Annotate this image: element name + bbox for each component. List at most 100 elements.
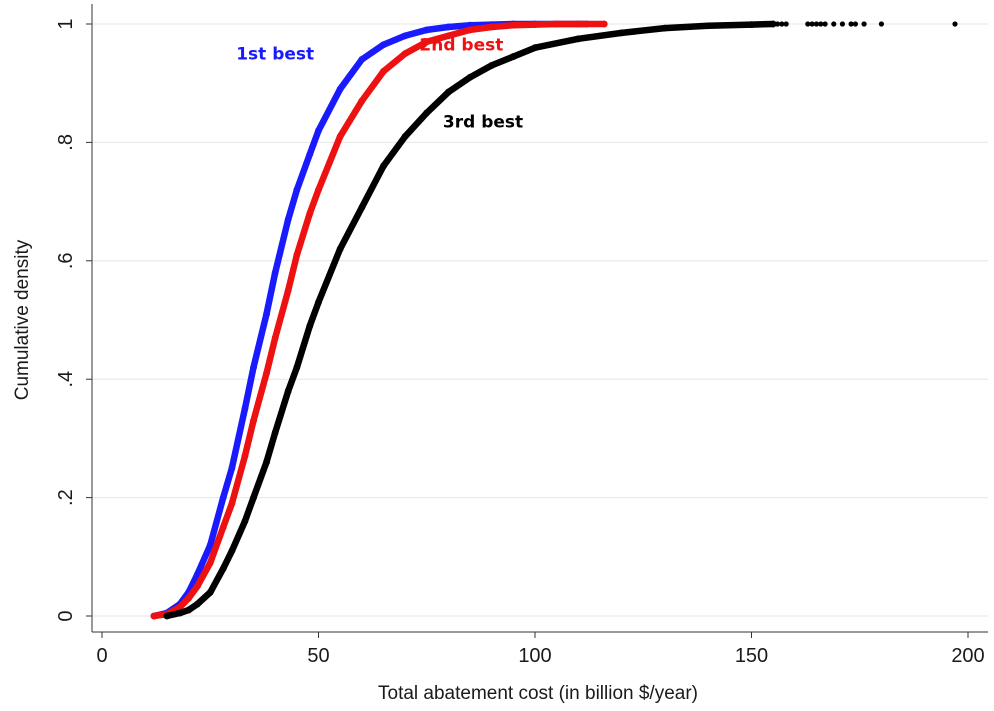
outlier-point <box>575 21 581 27</box>
data-point <box>445 23 452 31</box>
axes: 0 .2 .4 .6 .8 1 0 50 100 150 200 <box>55 4 988 667</box>
x-axis-title: Total abatement cost (in billion $/year) <box>378 683 698 704</box>
data-point <box>271 429 279 436</box>
outlier-point <box>584 21 590 27</box>
y-tick-label: .6 <box>55 252 77 269</box>
data-point <box>293 251 301 259</box>
data-point <box>241 452 249 460</box>
data-point <box>219 523 227 531</box>
data-point <box>163 612 171 620</box>
data-point <box>293 186 301 194</box>
data-point <box>250 363 257 371</box>
data-point <box>380 162 387 170</box>
data-point <box>401 32 409 40</box>
data-point <box>193 583 201 590</box>
data-point <box>358 56 366 63</box>
data-point <box>228 464 236 472</box>
data-point <box>704 22 712 30</box>
y-tick-label: .2 <box>55 489 77 506</box>
outlier-point <box>601 21 607 27</box>
data-point <box>206 559 214 567</box>
x-tick-label: 150 <box>735 645 768 667</box>
series-label: 3rd best <box>443 113 523 133</box>
data-point <box>509 53 517 60</box>
x-tick-label: 50 <box>307 645 329 667</box>
outlier-point <box>562 21 568 27</box>
data-point <box>228 547 236 555</box>
y-tick-label: 0 <box>55 610 77 621</box>
data-point <box>445 32 452 40</box>
data-point <box>380 67 387 75</box>
series-label: 1st best <box>236 45 314 65</box>
x-tick-label: 200 <box>951 645 984 667</box>
series-labels: 1st best 2nd best 3rd best <box>236 36 523 133</box>
data-point <box>263 369 270 377</box>
data-point <box>401 133 409 140</box>
data-point <box>241 405 249 413</box>
data-point <box>284 215 292 223</box>
data-point <box>271 334 279 342</box>
data-point <box>466 26 474 34</box>
data-point <box>193 600 201 608</box>
data-point <box>263 310 270 318</box>
data-point <box>193 571 201 578</box>
data-point <box>306 322 314 330</box>
data-point <box>263 458 270 466</box>
data-point <box>293 363 301 371</box>
series-group <box>150 20 958 620</box>
data-point <box>336 245 344 253</box>
outlier-point <box>588 21 594 27</box>
data-point <box>509 21 517 29</box>
data-point <box>241 517 249 525</box>
data-point <box>488 62 496 69</box>
data-point <box>380 41 387 49</box>
data-point <box>661 24 669 32</box>
outlier-point <box>597 21 603 27</box>
outlier-point <box>848 21 854 27</box>
data-point <box>574 35 582 43</box>
data-point <box>358 204 366 211</box>
data-point <box>553 20 561 28</box>
outlier-point <box>580 21 586 27</box>
outlier-point <box>839 21 846 27</box>
data-point <box>769 20 777 28</box>
data-point <box>219 494 227 501</box>
data-point <box>315 127 322 134</box>
data-point <box>488 23 496 31</box>
outlier-point <box>549 21 555 27</box>
data-point <box>176 609 184 617</box>
data-point <box>206 541 214 549</box>
y-tick-label: .8 <box>55 134 77 151</box>
outlier-point <box>852 21 859 27</box>
x-tick-label: 0 <box>96 645 107 667</box>
data-point <box>306 210 314 217</box>
outlier-point <box>558 21 564 27</box>
data-point <box>206 588 214 596</box>
data-point <box>228 500 236 507</box>
data-point <box>336 133 344 140</box>
series-label: 2nd best <box>419 36 503 56</box>
outlier-point <box>779 21 785 27</box>
y-tick-label: .4 <box>55 371 77 388</box>
outlier-point <box>809 21 815 27</box>
data-point <box>315 186 322 194</box>
data-point <box>531 21 539 28</box>
data-point <box>219 565 227 573</box>
data-point <box>423 26 431 34</box>
data-point <box>306 150 314 158</box>
outlier-point <box>571 21 577 27</box>
data-point <box>185 606 193 614</box>
y-tick-label: 1 <box>55 18 77 29</box>
data-point <box>336 85 344 93</box>
data-point <box>315 298 322 306</box>
series-3rd-best <box>163 20 958 620</box>
outlier-point <box>878 21 885 27</box>
data-point <box>748 21 755 28</box>
outlier-point <box>813 21 820 27</box>
outlier-point <box>831 21 837 27</box>
data-point <box>176 603 184 611</box>
outlier-point <box>818 21 824 27</box>
outlier-point <box>861 21 867 27</box>
